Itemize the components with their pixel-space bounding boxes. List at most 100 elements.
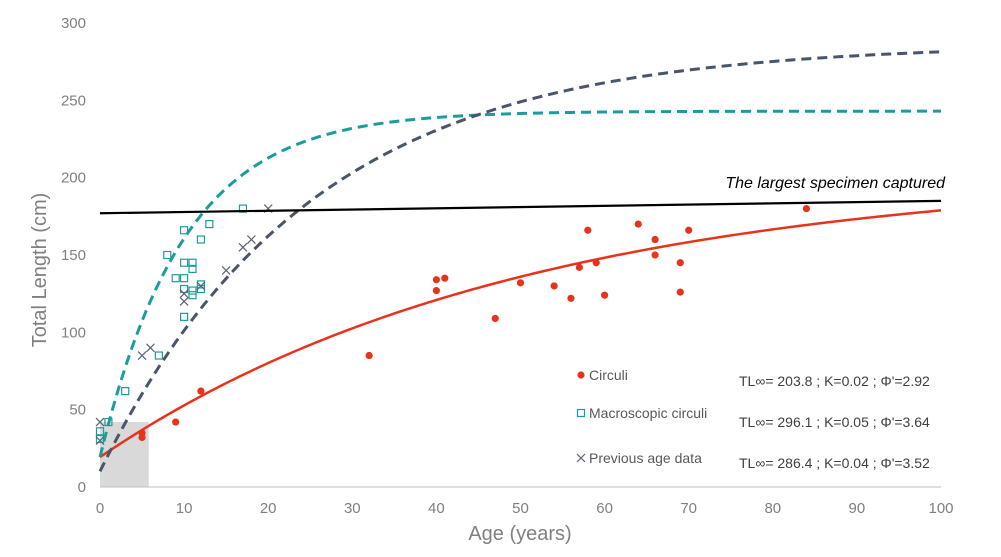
reference-line-label: The largest specimen captured	[725, 175, 946, 192]
x-tick-label: 0	[96, 500, 104, 517]
point-previous-age-data	[179, 296, 189, 306]
legend-label-circuli: Circuli	[589, 367, 628, 383]
point-circuli	[138, 433, 146, 442]
fit-curve-macroscopic-circuli	[98, 109, 941, 458]
point-previous-age-data-stroke	[246, 235, 256, 244]
x-tick-label: 30	[344, 500, 361, 517]
point-macroscopic-circuli	[180, 226, 189, 235]
x-tick-label: 60	[596, 500, 613, 517]
point-previous-age-data	[137, 351, 147, 360]
y-tick-label: 50	[69, 402, 86, 419]
point-previous-age-data	[95, 436, 105, 446]
legend-marker-previous-age-data	[576, 453, 586, 463]
x-axis-title: Age (years)	[468, 523, 571, 545]
point-macroscopic-circuli	[188, 291, 197, 300]
point-circuli	[550, 282, 558, 290]
point-previous-age-data-stroke	[179, 289, 189, 299]
point-macroscopic-circuli	[205, 219, 214, 229]
point-circuli	[634, 220, 642, 228]
point-circuli	[567, 294, 575, 302]
point-circuli	[432, 276, 440, 284]
annotation-circuli: TL∞= 203.8 ; K=0.02 ; Φ'=2.92	[739, 373, 930, 389]
fit-curve-circuli	[99, 209, 942, 459]
y-tick-label: 0	[78, 479, 86, 496]
point-macroscopic-circuli	[95, 434, 105, 444]
point-macroscopic-circuli	[180, 284, 189, 294]
point-circuli	[575, 263, 583, 271]
y-tick-label: 250	[61, 92, 86, 109]
point-previous-age-data	[221, 266, 231, 275]
point-circuli	[802, 205, 811, 213]
point-circuli	[441, 274, 449, 282]
point-previous-age-data	[146, 343, 155, 353]
point-macroscopic-circuli	[95, 427, 105, 436]
legend: Circuli Macroscopic circuli Previous age…	[576, 367, 707, 466]
reference-line-layer	[99, 199, 942, 215]
point-macroscopic-circuli	[196, 235, 206, 244]
x-tick-label: 80	[764, 500, 781, 517]
legend-marker-macroscopic-circuli	[576, 408, 586, 418]
x-tick-label: 70	[680, 500, 697, 517]
point-macroscopic-circuli	[163, 250, 172, 260]
y-tick-label: 100	[61, 324, 86, 341]
point-circuli	[651, 251, 659, 259]
point-circuli	[676, 288, 684, 296]
point-macroscopic-circuli	[180, 258, 189, 267]
x-tick-label: 90	[849, 500, 866, 517]
point-macroscopic-circuli	[180, 312, 189, 321]
point-previous-age-data-stroke	[146, 343, 155, 353]
point-previous-age-data	[95, 417, 105, 427]
point-circuli	[601, 291, 609, 299]
annotation-previous-age-data: TL∞= 286.4 ; K=0.04 ; Φ'=3.52	[739, 455, 930, 471]
fit-annotations: TL∞= 203.8 ; K=0.02 ; Φ'=2.92 TL∞= 296.1…	[739, 373, 930, 471]
point-macroscopic-circuli	[180, 274, 189, 283]
x-tick-label: 10	[176, 500, 193, 517]
y-tick-label: 200	[61, 170, 86, 187]
legend-marker-circuli	[577, 371, 585, 379]
point-previous-age-data-stroke	[238, 242, 248, 252]
point-previous-age-data	[238, 242, 248, 252]
point-circuli	[584, 226, 592, 234]
point-previous-age-data	[196, 281, 206, 291]
point-previous-age-data	[179, 289, 189, 299]
point-circuli	[197, 387, 205, 395]
point-circuli	[432, 286, 440, 295]
y-tick-label: 300	[61, 15, 86, 32]
point-previous-age-data-stroke	[95, 417, 105, 427]
legend-marker-previous-age-data-stroke	[576, 453, 586, 463]
point-macroscopic-circuli	[188, 264, 197, 274]
point-previous-age-data-stroke	[95, 436, 105, 446]
point-circuli	[491, 314, 499, 323]
x-tick-label: 40	[428, 500, 445, 517]
point-macroscopic-circuli	[188, 258, 197, 267]
point-circuli	[676, 259, 684, 267]
x-tick-label: 100	[928, 500, 953, 517]
y-axis-title: Total Length (cm)	[29, 193, 51, 348]
point-previous-age-data-stroke	[196, 281, 206, 291]
y-tick-label: 150	[61, 247, 86, 264]
point-circuli	[365, 351, 373, 360]
point-macroscopic-circuli	[196, 280, 206, 289]
point-circuli	[685, 226, 693, 234]
point-circuli	[592, 259, 600, 267]
point-previous-age-data-stroke	[221, 266, 231, 275]
point-macroscopic-circuli	[154, 351, 163, 360]
point-circuli	[172, 418, 180, 426]
point-macroscopic-circuli	[121, 387, 130, 396]
fit-curves	[98, 50, 942, 473]
y-tick-labels: 0 50 100 150 200 250 300	[61, 15, 86, 496]
point-circuli	[651, 235, 659, 244]
point-macroscopic-circuli	[188, 286, 197, 295]
point-previous-age-data-stroke	[137, 351, 147, 360]
point-macroscopic-circuli	[171, 274, 180, 283]
point-previous-age-data-stroke	[179, 296, 189, 306]
x-tick-label: 20	[260, 500, 277, 517]
legend-label-previous-age-data: Previous age data	[589, 450, 702, 466]
point-circuli	[516, 279, 525, 287]
annotation-macroscopic-circuli: TL∞= 296.1 ; K=0.05 ; Φ'=3.64	[739, 414, 930, 430]
x-tick-labels: 0 10 20 30 40 50 60 70 80 90 100	[96, 500, 954, 517]
point-previous-age-data	[246, 235, 256, 244]
